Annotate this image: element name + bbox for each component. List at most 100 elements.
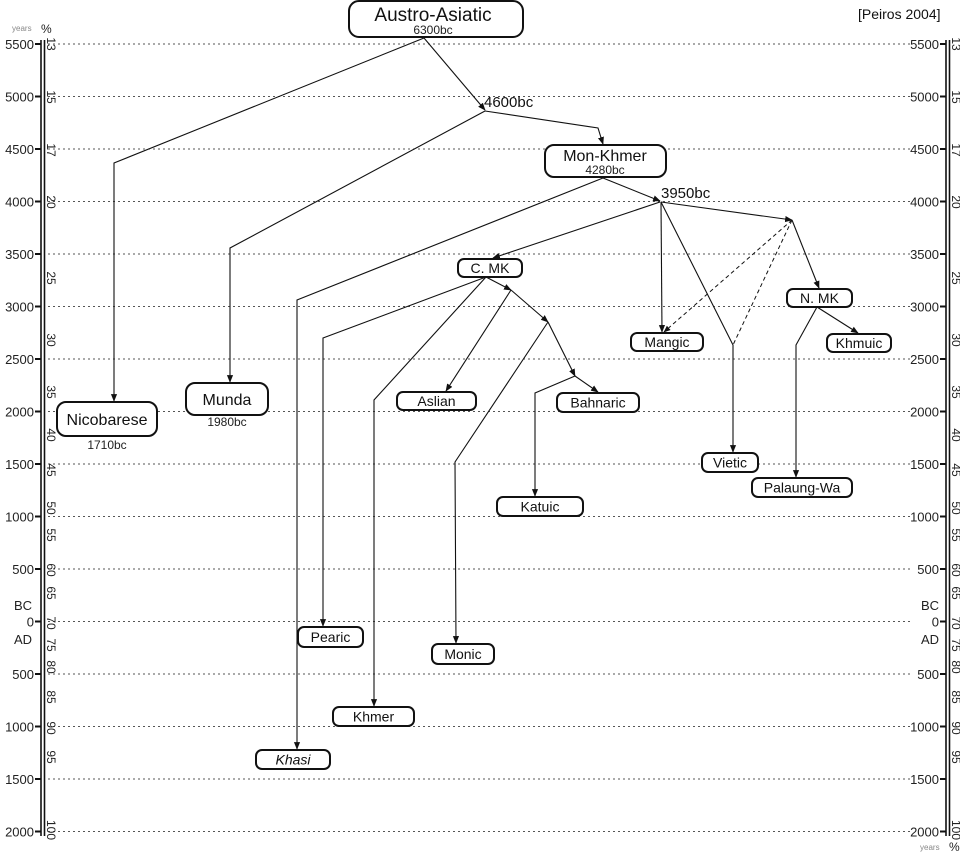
- percent-tick-label-left: 20: [44, 195, 58, 209]
- edge-3950-vietic: [660, 201, 737, 453]
- year-tick-label-left: 1500: [5, 772, 34, 787]
- node-label: Mangic: [644, 334, 689, 350]
- node-katuic[interactable]: Katuic: [496, 496, 584, 517]
- year-tick-label-left: 3500: [5, 247, 34, 262]
- node-label: Aslian: [417, 393, 455, 409]
- node-khmer[interactable]: Khmer: [332, 706, 415, 727]
- percent-tick-label-right: 65: [949, 586, 960, 600]
- node-palaung-wa[interactable]: Palaung-Wa: [751, 477, 853, 498]
- edge-4600-munda: [226, 110, 486, 383]
- node-label: Bahnaric: [570, 395, 625, 411]
- percent-tick-label-right: 13: [949, 37, 960, 51]
- node-bahnaric[interactable]: Bahnaric: [556, 392, 640, 413]
- node-label: Pearic: [311, 629, 351, 645]
- node-nicobarese[interactable]: Nicobarese 1710bc: [56, 401, 158, 452]
- year-tick-label-left: 4500: [5, 142, 34, 157]
- percent-tick-label-left: 45: [44, 463, 58, 477]
- edge-nmk-khmuic: [816, 306, 859, 334]
- edge-junction1-junction2: [510, 289, 549, 323]
- percent-tick-label-left: 40: [44, 428, 58, 442]
- node-vietic[interactable]: Vietic: [701, 452, 759, 473]
- node-date: 4280bc: [585, 163, 624, 177]
- year-tick-label-left: 2500: [5, 352, 34, 367]
- node-date: 1710bc: [87, 438, 126, 452]
- node-pearic[interactable]: Pearic: [297, 626, 364, 648]
- node-austro-asiatic[interactable]: Austro-Asiatic 6300bc: [348, 0, 524, 38]
- node-khmuic[interactable]: Khmuic: [826, 333, 892, 353]
- percent-tick-label-right: 30: [949, 333, 960, 347]
- node-label: N. MK: [800, 290, 840, 306]
- years-label-right: years: [920, 843, 940, 852]
- percent-tick-label-right: 90: [949, 721, 960, 735]
- edge-nmk-palaungwa: [792, 306, 818, 478]
- percent-tick-label-left: 60: [44, 563, 58, 577]
- edge-junction-nmk: [791, 219, 820, 289]
- node-date: 6300bc: [413, 23, 452, 37]
- percent-tick-label-left: 35: [44, 385, 58, 399]
- nodes: Austro-Asiatic 6300bc Mon-Khmer 4280bc N…: [56, 0, 667, 452]
- node-label: Khmer: [353, 709, 395, 725]
- percent-tick-label-left: 70: [44, 616, 58, 630]
- year-tick-label-left: 4000: [5, 195, 34, 210]
- percent-tick-label-left: 50: [44, 501, 58, 515]
- node-khasi[interactable]: Khasi: [255, 749, 331, 770]
- node-label: Palaung-Wa: [764, 480, 841, 496]
- year-tick-label-right: 1500: [910, 772, 939, 787]
- percent-tick-label-left: 25: [44, 271, 58, 285]
- node-label: Khmuic: [836, 335, 883, 351]
- percent-tick-label-right: 75: [949, 638, 960, 652]
- percent-tick-label-right: 25: [949, 271, 960, 285]
- year-tick-label-left: 500: [12, 562, 34, 577]
- edge-junction3-katuic: [531, 375, 576, 497]
- edge-3950-cmk: [492, 201, 661, 259]
- year-tick-label-left: 1000: [5, 720, 34, 735]
- dashed-edge-mangic: [663, 219, 793, 333]
- year-tick-label-right: 3500: [910, 247, 939, 262]
- percent-tick-label-right: 70: [949, 616, 960, 630]
- junction-4600bc: 4600bc: [484, 94, 534, 111]
- percent-tick-label-right: 40: [949, 428, 960, 442]
- edge-cmk-khmer: [370, 276, 487, 707]
- node-date: 1980bc: [207, 415, 246, 429]
- year-tick-label-right: 500: [917, 667, 939, 682]
- ad-label-right: AD: [921, 632, 939, 647]
- node-aslian[interactable]: Aslian: [396, 391, 477, 411]
- bc-label-right: BC: [921, 598, 939, 613]
- junction-3950bc: 3950bc: [661, 185, 711, 202]
- node-label: Monic: [444, 646, 481, 662]
- node-c-mk[interactable]: C. MK: [457, 258, 523, 278]
- percent-tick-label-left: 75: [44, 638, 58, 652]
- year-tick-label-left: 3000: [5, 300, 34, 315]
- edge-monkhmer-3950: [602, 177, 661, 202]
- year-tick-label-right: 2000: [910, 405, 939, 420]
- years-label-left: years: [12, 24, 32, 33]
- node-label: Katuic: [521, 499, 560, 515]
- percent-tick-label-right: 60: [949, 563, 960, 577]
- year-tick-label-right: 1000: [910, 720, 939, 735]
- percent-tick-label-left: 95: [44, 750, 58, 764]
- percent-tick-label-left: 85: [44, 690, 58, 704]
- node-monic[interactable]: Monic: [431, 643, 495, 665]
- year-tick-label-right: 4000: [910, 195, 939, 210]
- node-mangic[interactable]: Mangic: [630, 332, 704, 352]
- percent-tick-label-left: 65: [44, 586, 58, 600]
- percent-tick-label-left: 13: [44, 37, 58, 51]
- node-n-mk[interactable]: N. MK: [786, 288, 853, 308]
- year-tick-label-left: 0: [27, 615, 34, 630]
- percent-tick-label-right: 85: [949, 690, 960, 704]
- edge-aa-nicobarese: [110, 37, 425, 402]
- node-mon-khmer[interactable]: Mon-Khmer 4280bc: [544, 144, 667, 178]
- node-label: Mon-Khmer: [563, 148, 647, 165]
- year-tick-label-right: 5500: [910, 37, 939, 52]
- percent-tick-label-right: 100: [949, 820, 960, 840]
- edge-4600-monkhmer: [484, 110, 604, 145]
- percent-tick-label-left: 30: [44, 333, 58, 347]
- percent-tick-label-right: 45: [949, 463, 960, 477]
- edge-aa-4600: [423, 37, 486, 111]
- year-tick-label-left: 500: [12, 667, 34, 682]
- percent-tick-label-right: 50: [949, 501, 960, 515]
- percent-tick-label-right: 20: [949, 195, 960, 209]
- node-munda[interactable]: Munda 1980bc: [185, 382, 269, 429]
- year-tick-label-right: 4500: [910, 142, 939, 157]
- node-label: Khasi: [275, 752, 311, 768]
